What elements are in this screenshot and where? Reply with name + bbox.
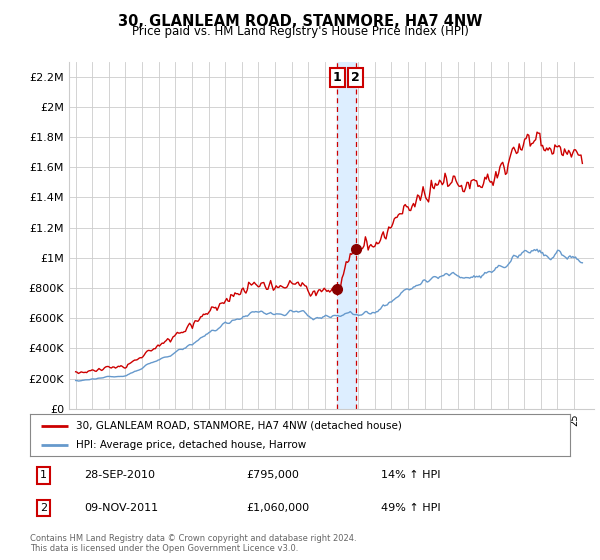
Text: 2: 2	[40, 503, 47, 513]
Text: 09-NOV-2011: 09-NOV-2011	[84, 503, 158, 513]
Text: 49% ↑ HPI: 49% ↑ HPI	[381, 503, 440, 513]
Text: 30, GLANLEAM ROAD, STANMORE, HA7 4NW: 30, GLANLEAM ROAD, STANMORE, HA7 4NW	[118, 14, 482, 29]
Bar	[337, 62, 356, 409]
Text: HPI: Average price, detached house, Harrow: HPI: Average price, detached house, Harr…	[76, 440, 306, 450]
Text: Price paid vs. HM Land Registry's House Price Index (HPI): Price paid vs. HM Land Registry's House …	[131, 25, 469, 38]
Text: 2: 2	[351, 71, 360, 84]
Text: 28-SEP-2010: 28-SEP-2010	[84, 470, 155, 480]
Text: Contains HM Land Registry data © Crown copyright and database right 2024.
This d: Contains HM Land Registry data © Crown c…	[30, 534, 356, 553]
Text: 14% ↑ HPI: 14% ↑ HPI	[381, 470, 440, 480]
Text: 1: 1	[40, 470, 47, 480]
Text: 30, GLANLEAM ROAD, STANMORE, HA7 4NW (detached house): 30, GLANLEAM ROAD, STANMORE, HA7 4NW (de…	[76, 421, 402, 431]
Text: £795,000: £795,000	[246, 470, 299, 480]
Text: £1,060,000: £1,060,000	[246, 503, 309, 513]
Text: 1: 1	[333, 71, 341, 84]
